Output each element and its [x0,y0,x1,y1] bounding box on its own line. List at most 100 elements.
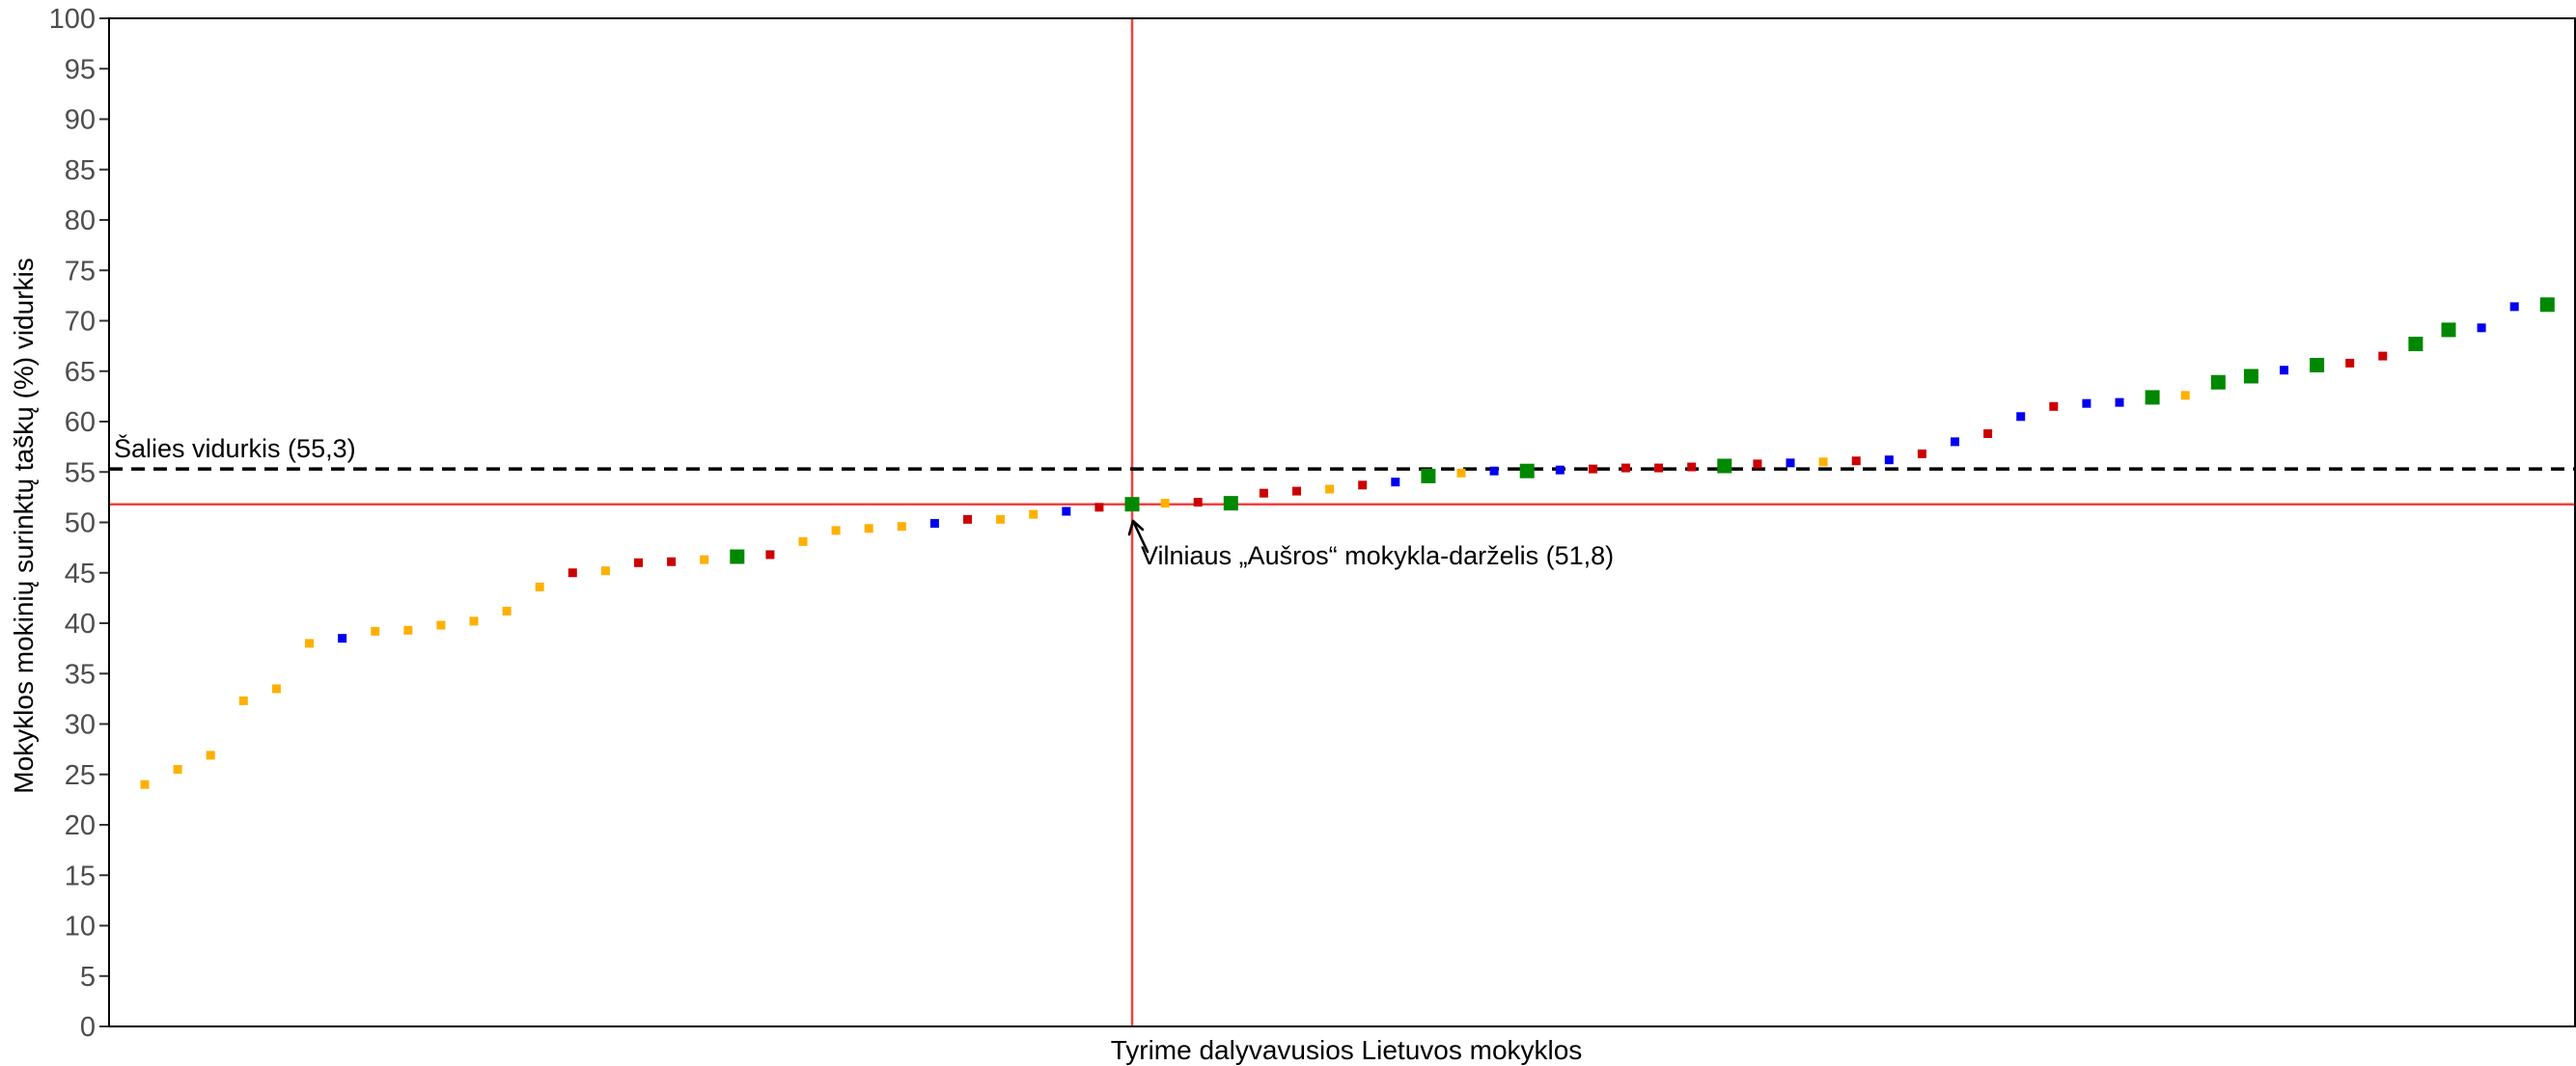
data-point [1753,459,1762,469]
data-point [1062,506,1071,516]
highlight-school-label: Vilniaus „Aušros“ mokykla-darželis (51,8… [1141,541,1614,570]
data-point [371,626,380,636]
data-point [730,549,745,564]
data-point [1325,484,1335,494]
plot-frame [108,17,2576,1027]
data-point [1193,498,1203,507]
data-point [1489,466,1499,476]
data-point [173,765,182,775]
data-point [2477,323,2486,333]
data-point [765,550,775,560]
y-tick-label: 40 [65,609,96,640]
data-point [1951,437,1959,447]
data-point [403,625,413,635]
data-point [634,558,643,567]
data-point [206,751,215,760]
data-point [1917,449,1926,458]
data-point [1259,488,1268,498]
y-tick-label: 15 [65,861,96,891]
data-point [798,536,808,546]
data-point [535,582,544,591]
y-tick-label: 45 [65,559,96,589]
data-point [1884,455,1894,465]
y-tick-label: 80 [65,205,96,236]
data-point [996,514,1006,524]
y-tick-label: 95 [65,54,96,85]
data-point [963,514,972,524]
data-point [1621,463,1630,473]
data-point [338,634,347,643]
highlight-arrow [1127,519,1150,554]
data-point [436,620,446,630]
data-point [2016,412,2026,422]
data-point [2243,369,2258,384]
data-point [2145,390,2160,405]
data-point [1358,480,1368,490]
y-tick-label: 65 [65,357,96,388]
data-point [2539,297,2555,313]
data-point [469,616,479,626]
annotations: Šalies vidurkis (55,3) Vilniaus „Aušros“… [114,433,1614,570]
y-tick-label: 50 [65,508,96,539]
data-point [1223,496,1238,511]
data-point [1983,429,1993,439]
data-point [667,557,677,566]
data-point [897,522,906,532]
data-point [929,519,939,529]
data-point [1391,478,1400,487]
data-point [271,684,281,694]
data-point [140,779,150,789]
data-point [1786,458,1795,468]
data-point [2310,357,2325,372]
data-point [1555,465,1565,475]
data-point [2210,374,2226,390]
data-point [2378,351,2388,361]
data-point [1851,456,1861,466]
data-point [1456,468,1466,478]
data-point [1717,458,1732,474]
y-tick-label: 35 [65,659,96,690]
data-point [700,555,709,564]
data-point [2180,391,2190,400]
data-point [1094,503,1104,512]
y-tick-label: 60 [65,407,96,438]
y-tick-label: 5 [80,962,96,993]
data-point [1687,462,1697,472]
y-tick-label: 0 [80,1012,96,1043]
y-tick-label: 75 [65,256,96,287]
data-point [2408,337,2424,352]
y-tick-label: 90 [65,105,96,136]
data-point [568,568,577,578]
data-point [2049,401,2059,411]
data-point [1519,463,1535,478]
data-points [140,297,2555,789]
data-point [1818,457,1828,467]
data-point [2345,358,2355,368]
data-point [2280,366,2288,375]
data-point [1292,486,1301,496]
data-point [1029,509,1039,519]
data-point [1421,468,1436,483]
y-axis-label: Mokyklos mokinių surinktų taškų (%) vidu… [9,258,39,794]
data-point [1588,464,1597,474]
y-tick-label: 100 [49,4,96,35]
data-point [1160,499,1170,508]
data-point [2509,302,2519,312]
x-axis-label: Tyrime dalyvavusios Lietuvos mokyklos [1111,1035,1583,1065]
y-tick-label: 70 [65,307,96,338]
data-point [1124,497,1140,512]
data-point [2082,398,2091,408]
data-point [2115,397,2124,407]
data-point [864,524,873,533]
data-point [831,526,841,535]
y-axis: 0 5 10 15 20 25 30 35 40 45 50 55 60 65 70 75 80 85 90 95 10… [49,4,109,1043]
data-point [238,696,248,705]
data-point [2441,322,2456,338]
data-point [600,566,610,576]
y-tick-label: 10 [65,912,96,943]
data-point [305,639,314,648]
y-tick-label: 20 [65,810,96,841]
average-line-label: Šalies vidurkis (55,3) [114,433,356,463]
y-tick-label: 85 [65,155,96,186]
